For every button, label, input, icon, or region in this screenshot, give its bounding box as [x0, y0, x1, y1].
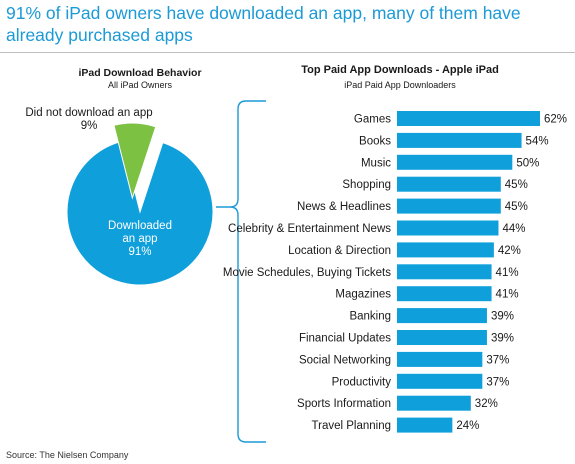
bar-category-label: Music	[361, 157, 391, 169]
bar	[397, 220, 499, 236]
bracket-line	[216, 100, 266, 443]
bar	[397, 417, 453, 433]
bar-value-label: 45%	[505, 201, 528, 213]
bar-value-label: 32%	[475, 398, 498, 410]
bar-chart-title: Top Paid App Downloads - Apple iPad	[301, 64, 499, 76]
bar-value-label: 42%	[498, 245, 521, 257]
bar	[397, 308, 487, 324]
bar	[397, 395, 471, 411]
bar	[397, 264, 492, 280]
bar-value-label: 37%	[486, 376, 509, 388]
bar	[397, 242, 494, 258]
bar-category-label: Movie Schedules, Buying Tickets	[223, 267, 391, 279]
bar-category-label: News & Headlines	[297, 201, 391, 213]
bar	[397, 111, 540, 126]
bar-value-label: 39%	[491, 311, 514, 323]
title-divider	[0, 52, 575, 53]
bar-value-label: 44%	[502, 223, 525, 235]
bar-category-label: Magazines	[335, 289, 391, 301]
bar-value-label: 37%	[486, 354, 509, 366]
bar-category-label: Celebrity & Entertainment News	[228, 223, 391, 235]
bar-category-label: Travel Planning	[312, 420, 391, 432]
source-note: Source: The Nielsen Company	[6, 450, 129, 460]
bar	[397, 154, 513, 170]
bar-value-label: 39%	[491, 333, 514, 345]
bar-value-label: 50%	[516, 157, 539, 169]
bar	[397, 351, 483, 367]
bar-category-label: Shopping	[342, 179, 391, 191]
bar-category-label: Location & Direction	[288, 245, 391, 257]
bar	[397, 198, 501, 214]
bar-chart-subtitle: iPad Paid App Downloaders	[344, 80, 456, 90]
pie-label-downloaded-line1: Downloaded	[108, 220, 172, 232]
bar-category-label: Financial Updates	[299, 333, 391, 345]
bar-category-label: Sports Information	[297, 398, 391, 410]
bar-value-label: 54%	[526, 135, 549, 147]
bar	[397, 373, 483, 389]
bracket-connector	[216, 100, 266, 443]
pie-value-not-downloaded: 9%	[81, 120, 98, 132]
bar-value-label: 62%	[544, 114, 567, 126]
bar-category-label: Books	[359, 135, 391, 147]
bar-value-label: 41%	[496, 267, 519, 279]
bar-category-label: Social Networking	[299, 354, 391, 366]
pie-chart-subtitle: All iPad Owners	[107, 80, 173, 90]
bar-value-label: 24%	[456, 420, 479, 432]
pie-value-downloaded: 91%	[128, 246, 151, 258]
pie-label-downloaded-line2: an app	[122, 233, 157, 245]
bar	[397, 330, 487, 345]
headline: 91% of iPad owners have downloaded an ap…	[6, 3, 521, 45]
bar-category-label: Productivity	[332, 376, 392, 388]
pie-slice-not-downloaded	[113, 122, 157, 200]
bar	[397, 132, 522, 148]
bar	[397, 286, 492, 302]
bar-value-label: 41%	[496, 289, 519, 301]
pie-slice-downloaded	[66, 140, 214, 286]
bar-value-label: 45%	[505, 179, 528, 191]
pie-chart-title: iPad Download Behavior	[78, 67, 202, 79]
bar-category-label: Games	[354, 114, 391, 126]
pie-label-not-downloaded: Did not download an app	[25, 107, 152, 119]
bar	[397, 176, 501, 192]
bar-category-label: Banking	[349, 311, 391, 323]
bar-chart: Games 62% Books 54% Music 50% Shopping 45% News …	[223, 111, 567, 433]
